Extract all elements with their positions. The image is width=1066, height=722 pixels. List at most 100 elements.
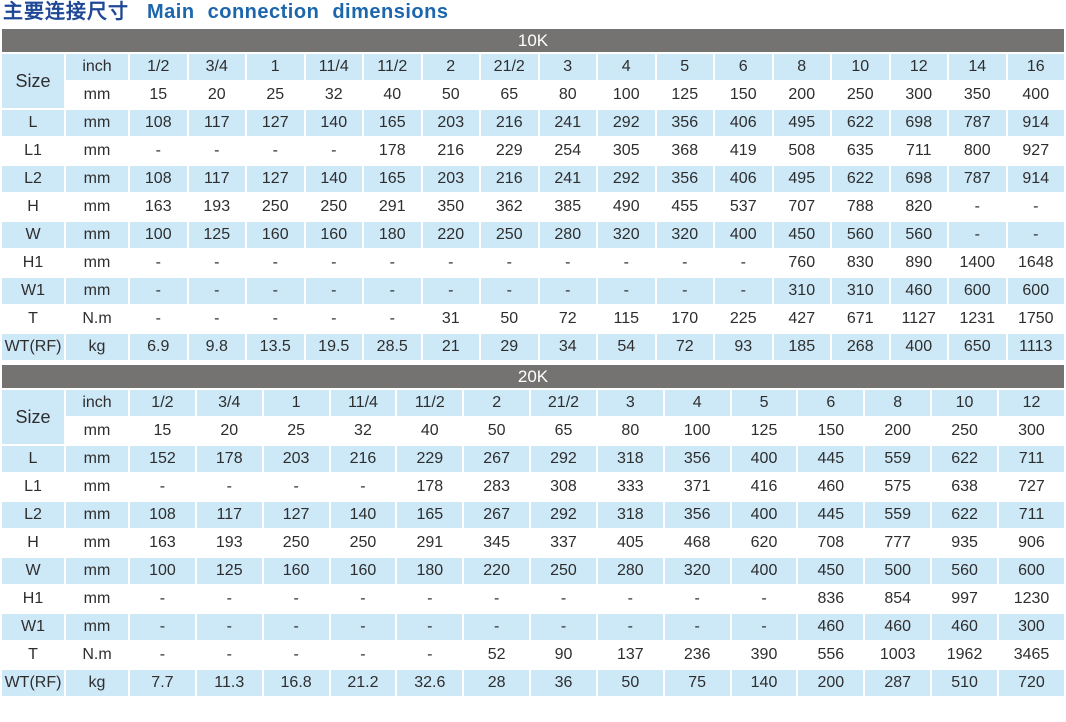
- size-mm-cell: 150: [798, 418, 864, 444]
- value-cell: -: [422, 278, 479, 304]
- size-inch-cell: 6: [715, 54, 772, 80]
- value-cell: -: [305, 278, 362, 304]
- dimensions-table-10k: 10K Size inch 1/2 3/4 1 11/4 11/2 2 21/2 3 4 5 6 8 10 12…: [0, 27, 1066, 362]
- value-cell: -: [130, 586, 195, 612]
- size-inch-cell: 3: [597, 390, 663, 416]
- value-cell: 368: [656, 138, 713, 164]
- value-cell: 914: [1007, 166, 1064, 192]
- size-inch-cell: 2: [464, 390, 530, 416]
- unit-label-inch: inch: [66, 54, 128, 80]
- value-cell: 400: [890, 334, 947, 360]
- size-inch-cell: 11/4: [330, 390, 396, 416]
- value-cell: -: [305, 250, 362, 276]
- value-cell: 698: [890, 166, 947, 192]
- value-cell: 180: [364, 222, 421, 248]
- value-cell: 160: [330, 558, 396, 584]
- table-row-w1: W1 mm - - - - - - - - - -460 460 460 300: [2, 614, 1064, 640]
- row-label: H: [2, 194, 64, 220]
- size-inch-cell: 2: [422, 54, 479, 80]
- value-cell: -: [188, 278, 245, 304]
- value-cell: 267: [464, 446, 530, 472]
- value-cell: 638: [932, 474, 997, 500]
- value-cell: 13.5: [247, 334, 304, 360]
- value-cell: 318: [597, 446, 663, 472]
- value-cell: 140: [731, 670, 797, 696]
- value-cell: 620: [731, 530, 797, 556]
- size-inch-cell: 6: [798, 390, 864, 416]
- value-cell: 787: [949, 166, 1006, 192]
- value-cell: -: [196, 474, 262, 500]
- value-cell: 385: [539, 194, 596, 220]
- value-cell: 160: [305, 222, 362, 248]
- value-cell: -: [196, 586, 262, 612]
- value-cell: 229: [397, 446, 463, 472]
- value-cell: -: [656, 278, 713, 304]
- value-cell: 254: [539, 138, 596, 164]
- value-cell: 460: [890, 278, 947, 304]
- size-mm-cell: 20: [196, 418, 262, 444]
- value-cell: 890: [890, 250, 947, 276]
- value-cell: 7.7: [130, 670, 195, 696]
- value-cell: 216: [481, 110, 538, 136]
- value-cell: 216: [422, 138, 479, 164]
- value-cell: 108: [130, 110, 187, 136]
- value-cell: 450: [773, 222, 830, 248]
- unit-label: mm: [66, 138, 128, 164]
- table-row-h1: H1 mm - - - - - - - - - -836 854 997 1230: [2, 586, 1064, 612]
- value-cell: 350: [422, 194, 479, 220]
- value-cell: 140: [305, 110, 362, 136]
- value-cell: 460: [798, 614, 864, 640]
- value-cell: -: [539, 278, 596, 304]
- size-mm-row: mm 15 20 25 32 40 50 65 80 100 125 150 200 250 300: [2, 418, 1064, 444]
- size-inch-cell: 1: [247, 54, 304, 80]
- value-cell: -: [1007, 194, 1064, 220]
- size-mm-cell: 50: [464, 418, 530, 444]
- value-cell: 1648: [1007, 250, 1064, 276]
- value-cell: 193: [196, 530, 262, 556]
- value-cell: 310: [773, 278, 830, 304]
- size-inch-row: Size inch 1/2 3/4 1 11/4 11/2 2 21/2 3 4 5 6 8 10 12: [2, 390, 1064, 444]
- size-mm-cell: 15: [130, 418, 195, 444]
- value-cell: 622: [932, 502, 997, 528]
- value-cell: 216: [330, 446, 396, 472]
- size-mm-cell: 400: [1007, 82, 1064, 108]
- table-row-t: T N.m - - - - -31 50 72 115 170 225 427 671 1127 1231 17…: [2, 306, 1064, 332]
- unit-label: mm: [66, 110, 128, 136]
- value-cell: 760: [773, 250, 830, 276]
- value-cell: 54: [598, 334, 655, 360]
- unit-label: mm: [66, 558, 128, 584]
- unit-label-mm: mm: [66, 418, 128, 444]
- value-cell: 600: [998, 558, 1064, 584]
- size-inch-cell: 11/2: [397, 390, 463, 416]
- unit-label: mm: [66, 222, 128, 248]
- value-cell: 1127: [890, 306, 947, 332]
- value-cell: 787: [949, 110, 1006, 136]
- value-cell: 333: [597, 474, 663, 500]
- value-cell: 362: [481, 194, 538, 220]
- value-cell: -: [364, 306, 421, 332]
- size-inch-cell: 10: [932, 390, 997, 416]
- value-cell: -: [247, 250, 304, 276]
- value-cell: 72: [539, 306, 596, 332]
- value-cell: 400: [731, 502, 797, 528]
- value-cell: 29: [481, 334, 538, 360]
- value-cell: -: [715, 250, 772, 276]
- value-cell: 419: [715, 138, 772, 164]
- size-inch-cell: 12: [890, 54, 947, 80]
- value-cell: 671: [832, 306, 889, 332]
- value-cell: -: [531, 586, 596, 612]
- value-cell: 788: [832, 194, 889, 220]
- size-mm-cell: 65: [531, 418, 596, 444]
- value-cell: 108: [130, 166, 187, 192]
- unit-label: mm: [66, 446, 128, 472]
- value-cell: 185: [773, 334, 830, 360]
- value-cell: 267: [464, 502, 530, 528]
- value-cell: -: [597, 614, 663, 640]
- value-cell: 495: [773, 166, 830, 192]
- value-cell: 1231: [949, 306, 1006, 332]
- value-cell: 170: [656, 306, 713, 332]
- value-cell: -: [422, 250, 479, 276]
- value-cell: -: [397, 614, 463, 640]
- value-cell: -: [330, 642, 396, 668]
- value-cell: 820: [890, 194, 947, 220]
